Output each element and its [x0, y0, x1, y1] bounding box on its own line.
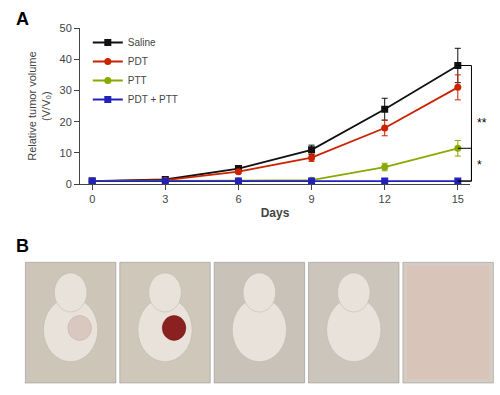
svg-text:40: 40	[60, 53, 72, 65]
svg-text:Relative tumor volume(V/V₀): Relative tumor volume(V/V₀)	[26, 51, 52, 160]
svg-text:6: 6	[235, 193, 241, 205]
svg-text:*: *	[477, 158, 482, 172]
svg-text:PTT: PTT	[128, 75, 147, 86]
svg-text:3: 3	[162, 193, 168, 205]
svg-text:PDT: PDT	[128, 56, 148, 67]
svg-text:0: 0	[66, 178, 72, 190]
svg-text:9: 9	[308, 193, 314, 205]
svg-text:**: **	[477, 116, 487, 130]
svg-text:Days: Days	[261, 206, 290, 220]
svg-text:PDT + PTT: PDT + PTT	[128, 94, 178, 105]
svg-text:A: A	[16, 9, 29, 29]
svg-text:12: 12	[379, 193, 391, 205]
svg-text:50: 50	[60, 22, 72, 34]
svg-text:Saline: Saline	[128, 37, 156, 48]
svg-text:20: 20	[60, 116, 72, 128]
svg-text:0: 0	[89, 193, 95, 205]
svg-text:B: B	[16, 236, 29, 256]
svg-text:15: 15	[452, 193, 464, 205]
svg-text:30: 30	[60, 84, 72, 96]
svg-text:10: 10	[60, 147, 72, 159]
